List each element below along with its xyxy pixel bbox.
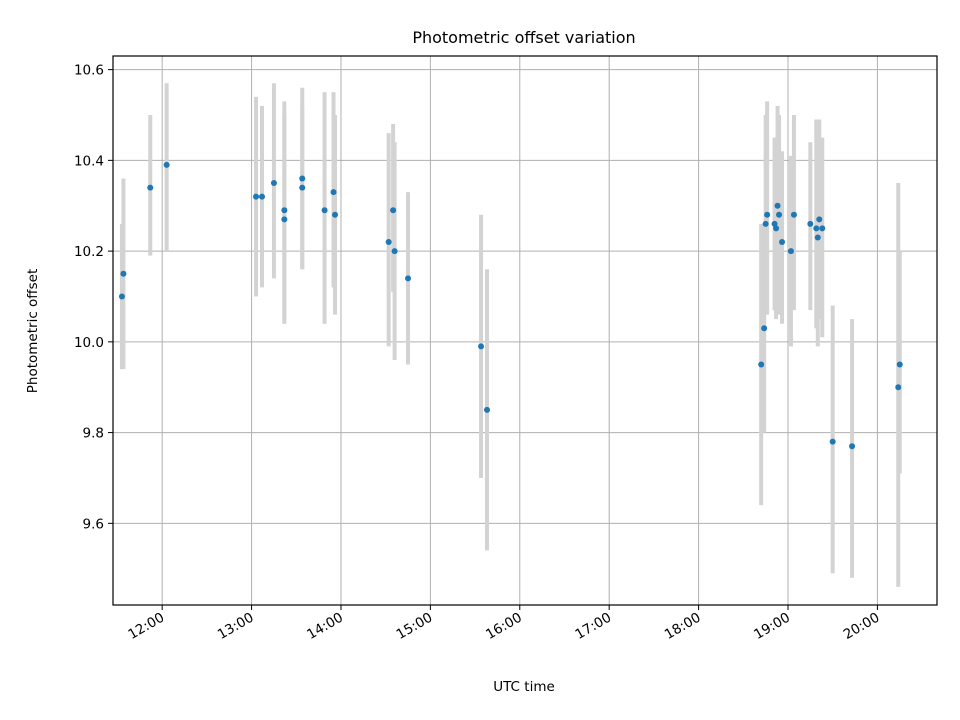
data-point xyxy=(147,184,154,191)
data-point xyxy=(776,211,783,218)
data-point xyxy=(484,406,491,413)
data-point xyxy=(259,193,266,200)
data-point xyxy=(761,325,768,332)
data-point xyxy=(390,207,397,214)
y-tick-label: 9.8 xyxy=(83,426,104,442)
data-point xyxy=(814,234,821,241)
data-point xyxy=(385,239,392,246)
data-point xyxy=(849,443,856,450)
chart-title: Photometric offset variation xyxy=(412,28,635,47)
data-point xyxy=(299,184,306,191)
data-point xyxy=(281,207,288,214)
data-point xyxy=(281,216,288,223)
y-tick-label: 9.6 xyxy=(83,516,104,532)
y-axis-ticks: 9.6 9.8 10.0 10.2 10.4 10.6 xyxy=(74,63,113,532)
data-point xyxy=(813,225,820,232)
y-tick-label: 10.4 xyxy=(74,153,104,169)
data-point xyxy=(896,361,903,368)
data-point xyxy=(779,239,786,246)
grid xyxy=(113,56,937,605)
data-point xyxy=(790,211,797,218)
data-point xyxy=(773,225,780,232)
data-point xyxy=(332,211,339,218)
data-point xyxy=(758,361,765,368)
data-point xyxy=(478,343,485,350)
data-points xyxy=(118,161,903,450)
data-point xyxy=(771,220,778,227)
y-axis-label: Photometric offset xyxy=(25,269,41,393)
data-point xyxy=(118,293,125,300)
data-point xyxy=(895,384,902,391)
data-point xyxy=(321,207,328,214)
data-point xyxy=(787,248,794,255)
data-point xyxy=(819,225,826,232)
y-tick-label: 10.2 xyxy=(74,244,104,260)
data-point xyxy=(774,202,781,209)
data-point xyxy=(391,248,398,255)
data-point xyxy=(829,438,836,445)
data-point xyxy=(405,275,412,282)
data-point xyxy=(163,161,170,168)
data-point xyxy=(253,193,260,200)
data-point xyxy=(807,220,814,227)
data-point xyxy=(764,211,771,218)
plot-frame xyxy=(112,55,938,606)
data-point xyxy=(299,175,306,182)
data-point xyxy=(330,189,337,196)
data-point xyxy=(816,216,823,223)
y-tick-label: 10.0 xyxy=(74,335,104,351)
x-axis-label: UTC time xyxy=(493,679,555,695)
data-point xyxy=(120,270,127,277)
data-point xyxy=(270,180,277,187)
y-tick-label: 10.6 xyxy=(74,63,104,79)
data-point xyxy=(762,220,769,227)
